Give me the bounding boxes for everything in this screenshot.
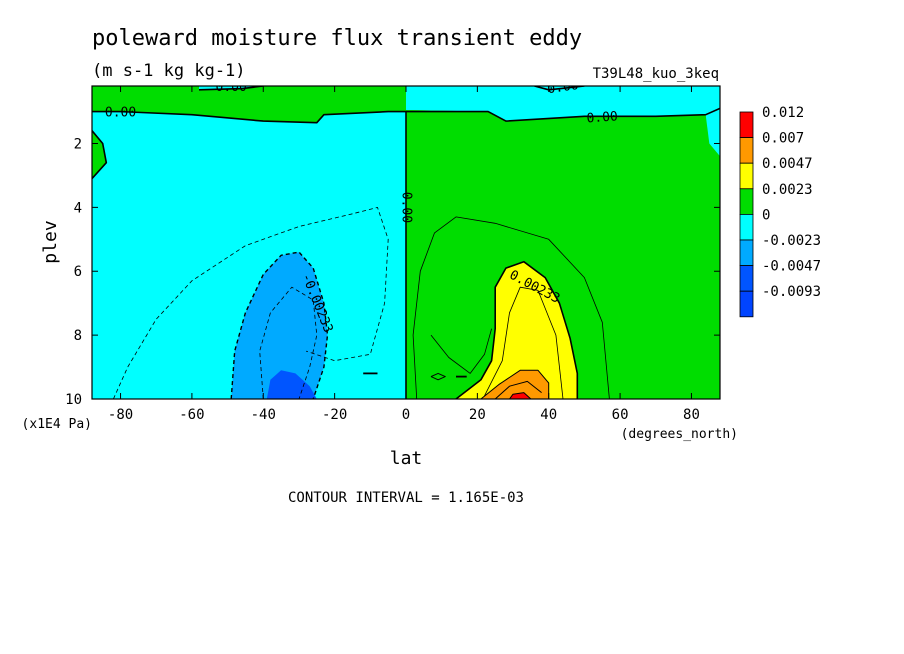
- y-units: (x1E4 Pa): [22, 417, 92, 432]
- contour-line: [534, 86, 585, 91]
- contour-region: [231, 252, 328, 399]
- y-tick-label: 10: [65, 392, 82, 408]
- x-tick-label: 0: [402, 407, 410, 423]
- contour-region: [92, 111, 406, 399]
- colorbar-swatch: [739, 239, 754, 267]
- y-tick-label: 2: [74, 136, 82, 152]
- contour-label: 0.00: [546, 78, 579, 97]
- contour-line: [230, 251, 329, 399]
- colorbar-swatch: [739, 137, 754, 164]
- y-tick-label: 4: [74, 200, 82, 216]
- contour-region: [406, 86, 720, 122]
- contour-line: [259, 286, 318, 399]
- contour-line: [455, 260, 579, 399]
- contour-line: [494, 380, 542, 399]
- colorbar-swatch: [739, 213, 754, 241]
- colorbar-label: -0.0093: [762, 284, 821, 300]
- shaded-regions: [92, 86, 720, 399]
- colorbar-swatch: [739, 290, 754, 318]
- y-axis-label: plev: [40, 220, 61, 263]
- x-tick-label: 40: [540, 407, 557, 423]
- contour-label: 0.00: [105, 106, 136, 121]
- contour-line: [509, 392, 532, 399]
- colorbar-label: -0.0047: [762, 259, 821, 275]
- colorbar-swatch: [739, 265, 754, 292]
- chart-title: poleward moisture flux transient eddy: [92, 26, 582, 51]
- contour-line: [484, 286, 564, 399]
- colorbar-label: 0.0047: [762, 156, 813, 172]
- colorbar-label: 0.007: [762, 131, 804, 147]
- x-axis: -80 -60 -40 -20 0 20 40 60 80: [108, 86, 700, 423]
- x-tick-label: 60: [612, 407, 629, 423]
- colorbar-label: 0.0023: [762, 182, 813, 198]
- contour-label: 0.00: [399, 192, 414, 223]
- contour-region: [456, 261, 578, 399]
- contour-interval: CONTOUR INTERVAL = 1.165E-03: [288, 490, 524, 506]
- colorbar-label: 0.012: [762, 105, 804, 121]
- x-axis-label: lat: [390, 448, 423, 469]
- contour-line: [92, 130, 108, 180]
- y-tick-label: 8: [74, 328, 82, 344]
- x-tick-label: -80: [108, 407, 133, 423]
- colorbar: 0.012 0.007 0.0047 0.0023 0 -0.0023 -0.0047 -0.…: [739, 105, 821, 318]
- run-label: T39L48_kuo_3keq: [593, 66, 719, 82]
- colorbar-label: 0: [762, 207, 770, 223]
- contour-lines: [92, 86, 720, 399]
- colorbar-label: -0.0023: [762, 233, 821, 249]
- contour-region: [705, 108, 720, 157]
- colorbar-swatch: [739, 111, 754, 139]
- x-tick-label: -20: [322, 407, 347, 423]
- contour-line: [92, 107, 720, 124]
- plot-area: 0.000.000.000.000.00-0.00233 0.00233: [92, 78, 720, 399]
- contour-line: [480, 369, 550, 399]
- contour-region: [266, 370, 317, 399]
- chart-units: (m s-1 kg kg-1): [92, 61, 246, 81]
- x-tick-label: 20: [469, 407, 486, 423]
- contour-line: [430, 328, 492, 374]
- colorbar-swatch: [739, 162, 754, 190]
- contour-label: 0.00: [586, 109, 618, 126]
- x-tick-label: -60: [179, 407, 204, 423]
- contour-line: [198, 86, 264, 91]
- y-axis: 2 4 6 8 10: [65, 136, 720, 408]
- y-tick-label: 6: [74, 264, 82, 280]
- contour-label: 0.00: [216, 80, 247, 95]
- x-units: (degrees_north): [621, 427, 738, 442]
- x-tick-label: -40: [251, 407, 276, 423]
- contour-line: [412, 216, 610, 399]
- colorbar-swatch: [739, 188, 754, 215]
- contour-line: [430, 372, 446, 381]
- x-tick-label: 80: [683, 407, 700, 423]
